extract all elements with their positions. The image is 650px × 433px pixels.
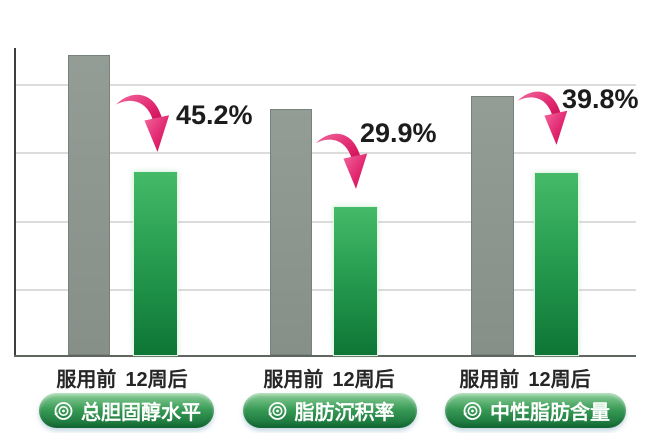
bar-before-neutral-fat	[471, 96, 514, 355]
metric-badge-cholesterol: 总胆固醇水平	[39, 393, 214, 428]
bar-before-fat-deposit	[270, 109, 312, 355]
gridline	[16, 221, 636, 223]
category-labels-fat-deposit: 服用前 12周后	[244, 365, 414, 391]
label-before: 服用前	[459, 368, 520, 391]
bar-after-fat-deposit	[334, 207, 377, 355]
label-after-12weeks: 12周后	[528, 368, 591, 391]
decrease-percent-fat-deposit: 29.9%	[360, 118, 437, 148]
bar-after-cholesterol	[134, 172, 177, 355]
decrease-percent-cholesterol: 45.2%	[176, 100, 253, 130]
decrease-percent-neutral-fat: 39.8%	[562, 84, 639, 114]
decrease-arrow-icon	[314, 126, 370, 194]
metric-badge-label: 脂肪沉积率	[294, 402, 395, 424]
label-before: 服用前	[56, 368, 117, 391]
bar-after-neutral-fat	[535, 173, 578, 355]
y-axis-line	[14, 48, 16, 356]
x-axis-line	[14, 355, 636, 357]
bar-before-cholesterol	[68, 55, 110, 355]
decrease-arrow-icon	[114, 86, 172, 158]
decrease-arrow-icon	[516, 85, 570, 149]
metric-badge-fat-deposit: 脂肪沉积率	[243, 393, 417, 428]
label-after-12weeks: 12周后	[125, 368, 188, 391]
target-icon	[52, 400, 74, 422]
gridline	[16, 289, 636, 291]
metric-badge-neutral-fat: 中性脂肪含量	[445, 393, 626, 428]
label-before: 服用前	[263, 368, 324, 391]
label-after-12weeks: 12周后	[332, 368, 395, 391]
gridline	[16, 84, 636, 86]
metric-badge-label: 总胆固醇水平	[81, 402, 201, 424]
category-labels-cholesterol: 服用前 12周后	[37, 365, 207, 391]
target-icon	[266, 400, 288, 422]
gridline	[16, 152, 636, 154]
metric-badge-label: 中性脂肪含量	[490, 402, 610, 424]
category-labels-neutral-fat: 服用前 12周后	[440, 365, 610, 391]
target-icon	[461, 400, 483, 422]
